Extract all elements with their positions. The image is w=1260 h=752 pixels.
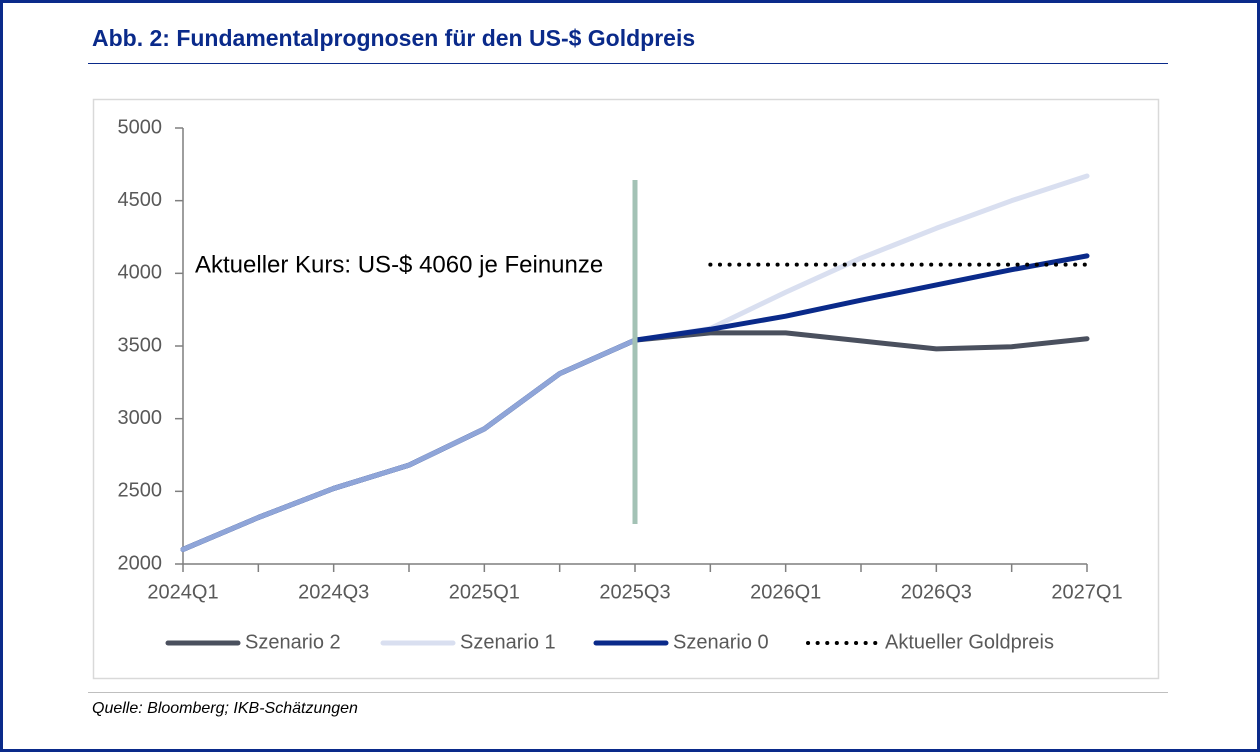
legend-label: Aktueller Goldpreis [885, 631, 1054, 653]
legend-label: Szenario 0 [673, 631, 769, 653]
y-tick-label: 2500 [118, 480, 163, 502]
chart-title: Abb. 2: Fundamentalprognosen für den US-… [92, 25, 695, 51]
legend-label: Szenario 2 [245, 631, 341, 653]
annotation: Aktueller Kurs: US-$ 4060 je Feinunze [195, 251, 603, 278]
x-tick-label: 2024Q3 [298, 581, 369, 603]
y-tick-label: 3000 [118, 407, 163, 429]
x-tick-label: 2024Q1 [147, 581, 218, 603]
history-line [180, 337, 638, 552]
x-tick-label: 2027Q1 [1051, 581, 1122, 603]
legend-label: Szenario 1 [460, 631, 556, 653]
y-tick-label: 2000 [118, 552, 163, 574]
y-tick-label: 4500 [118, 189, 163, 211]
x-tick-label: 2025Q1 [449, 581, 520, 603]
y-tick-label: 5000 [118, 116, 163, 138]
y-tick-label: 3500 [118, 334, 163, 356]
plot-frame [92, 98, 1160, 680]
x-tick-label: 2026Q1 [750, 581, 821, 603]
y-tick-label: 4000 [118, 262, 163, 284]
x-tick-label: 2025Q3 [599, 581, 670, 603]
x-tick-label: 2026Q3 [901, 581, 972, 603]
source: Quelle: Bloomberg; IKB-Schätzungen [92, 700, 358, 717]
